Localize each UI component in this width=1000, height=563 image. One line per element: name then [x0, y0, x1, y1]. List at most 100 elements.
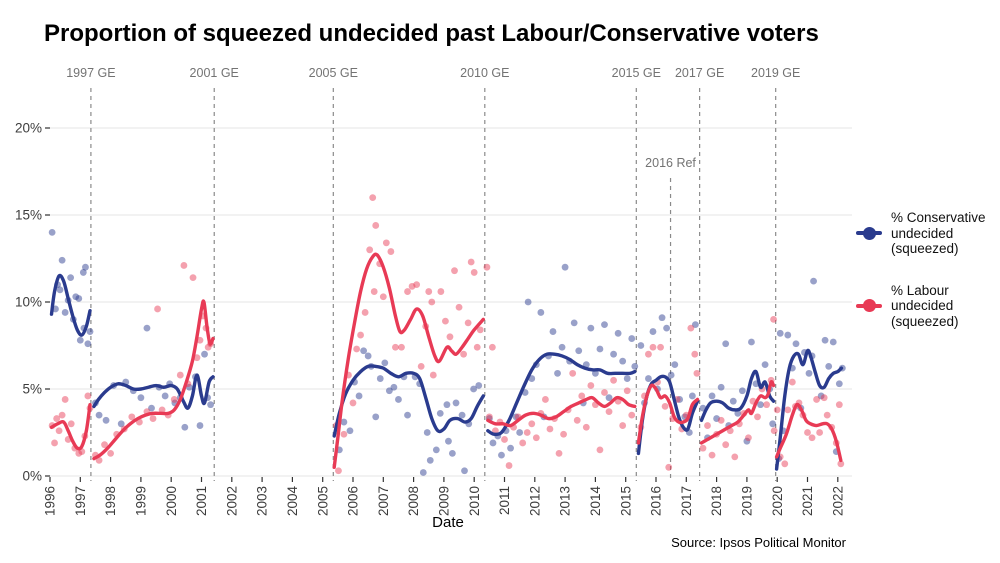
- scatter-point-conservative: [537, 309, 545, 316]
- scatter-point-conservative: [784, 331, 792, 339]
- scatter-point-conservative: [432, 446, 440, 454]
- scatter-point-labour: [835, 401, 843, 409]
- scatter-point-labour: [473, 343, 481, 351]
- scatter-point-labour: [601, 389, 608, 396]
- scatter-point-conservative: [423, 429, 431, 436]
- x-tick-label: 2019: [740, 486, 755, 516]
- scatter-point-conservative: [610, 350, 617, 358]
- scatter-point-labour: [398, 343, 405, 351]
- scatter-point-labour: [176, 371, 184, 379]
- scatter-point-labour: [519, 439, 527, 447]
- scatter-point-labour: [523, 429, 531, 436]
- scatter-point-labour: [379, 293, 387, 301]
- scatter-point-labour: [417, 362, 425, 370]
- scatter-point-conservative: [185, 383, 193, 391]
- x-tick-label: 2008: [406, 486, 421, 516]
- scatter-point-conservative: [79, 269, 87, 276]
- scatter-point-labour: [437, 288, 445, 295]
- scatter-point-labour: [816, 429, 824, 436]
- scatter-point-labour: [149, 415, 157, 422]
- x-tick-label: 2015: [618, 486, 633, 516]
- scatter-point-conservative: [458, 411, 466, 419]
- scatter-point-labour: [128, 413, 136, 421]
- scatter-point-labour: [372, 222, 380, 229]
- scatter-point-conservative: [364, 352, 372, 360]
- scatter-point-labour: [470, 269, 478, 276]
- scatter-point-conservative: [776, 329, 784, 337]
- trend-line-conservative: [699, 369, 776, 423]
- scatter-point-conservative: [355, 392, 363, 400]
- scatter-point-labour: [704, 422, 711, 429]
- scatter-point-conservative: [558, 343, 566, 351]
- y-tick-label: 10%: [15, 295, 42, 310]
- scatter-point-conservative: [691, 321, 699, 329]
- x-tick-label: 2016: [649, 486, 664, 516]
- scatter-point-conservative: [561, 263, 569, 271]
- scatter-point-conservative: [810, 277, 817, 285]
- scatter-point-labour: [180, 262, 188, 269]
- scatter-point-conservative: [76, 336, 84, 344]
- y-tick-label: 15%: [15, 208, 42, 223]
- x-tick-label: 2009: [437, 486, 452, 516]
- event-label: 2015 GE: [612, 66, 661, 80]
- scatter-point-conservative: [570, 319, 578, 327]
- trend-line-labour: [699, 380, 776, 445]
- scatter-point-conservative: [623, 375, 631, 382]
- x-tick-label: 2010: [467, 486, 482, 516]
- scatter-point-conservative: [631, 362, 639, 370]
- scatter-point-labour: [55, 427, 63, 435]
- scatter-point-labour: [587, 382, 595, 389]
- scatter-point-conservative: [75, 295, 83, 302]
- scatter-point-labour: [813, 396, 820, 403]
- x-tick-label: 2014: [588, 486, 603, 517]
- scatter-point-conservative: [805, 369, 813, 377]
- scatter-point-labour: [773, 406, 781, 414]
- scatter-point-labour: [193, 354, 201, 362]
- scatter-point-labour: [661, 403, 669, 410]
- scatter-point-labour: [691, 350, 699, 358]
- scatter-point-conservative: [445, 437, 452, 445]
- scatter-point-labour: [58, 411, 66, 419]
- scatter-point-conservative: [72, 293, 80, 301]
- scatter-point-conservative: [58, 256, 66, 264]
- scatter-point-labour: [467, 258, 475, 266]
- scatter-point-conservative: [181, 423, 189, 431]
- scatter-point-labour: [717, 416, 725, 424]
- scatter-point-conservative: [376, 375, 384, 382]
- x-tick-label: 2017: [679, 486, 694, 516]
- scatter-point-labour: [628, 411, 636, 419]
- legend: % Conservative undecided (squeezed) % La…: [856, 210, 986, 329]
- labour-legend-key-icon: [856, 299, 882, 313]
- scatter-point-labour: [53, 415, 61, 422]
- legend-label-labour: % Labour undecided (squeezed): [891, 282, 959, 329]
- scatter-point-conservative: [507, 444, 514, 452]
- scatter-point-conservative: [713, 415, 720, 422]
- x-tick-label: 2020: [770, 486, 785, 516]
- trend-line-labour: [486, 395, 637, 428]
- scatter-point-labour: [425, 288, 433, 295]
- scatter-point-labour: [532, 434, 540, 442]
- scatter-point-conservative: [148, 404, 155, 412]
- scatter-point-conservative: [743, 437, 751, 445]
- scatter-point-conservative: [452, 399, 460, 407]
- y-tick-label: 20%: [15, 121, 42, 136]
- scatter-point-conservative: [346, 427, 354, 435]
- scatter-point-conservative: [734, 409, 742, 417]
- source-note: Source: Ipsos Political Monitor: [671, 535, 846, 550]
- scatter-point-conservative: [161, 392, 169, 400]
- scatter-point-conservative: [404, 411, 411, 419]
- scatter-point-conservative: [117, 420, 125, 428]
- scatter-point-conservative: [86, 328, 94, 335]
- x-tick-label: 2004: [285, 486, 300, 517]
- scatter-point-conservative: [554, 369, 561, 377]
- x-tick-label: 2003: [255, 486, 270, 516]
- scatter-point-labour: [542, 396, 549, 403]
- scatter-point-labour: [413, 281, 421, 288]
- x-axis-title: Date: [432, 514, 464, 531]
- scatter-point-conservative: [748, 338, 755, 346]
- scatter-point-conservative: [671, 361, 679, 369]
- scatter-point-labour: [170, 396, 178, 403]
- trend-line-conservative: [486, 352, 637, 437]
- trend-line-labour: [332, 252, 485, 469]
